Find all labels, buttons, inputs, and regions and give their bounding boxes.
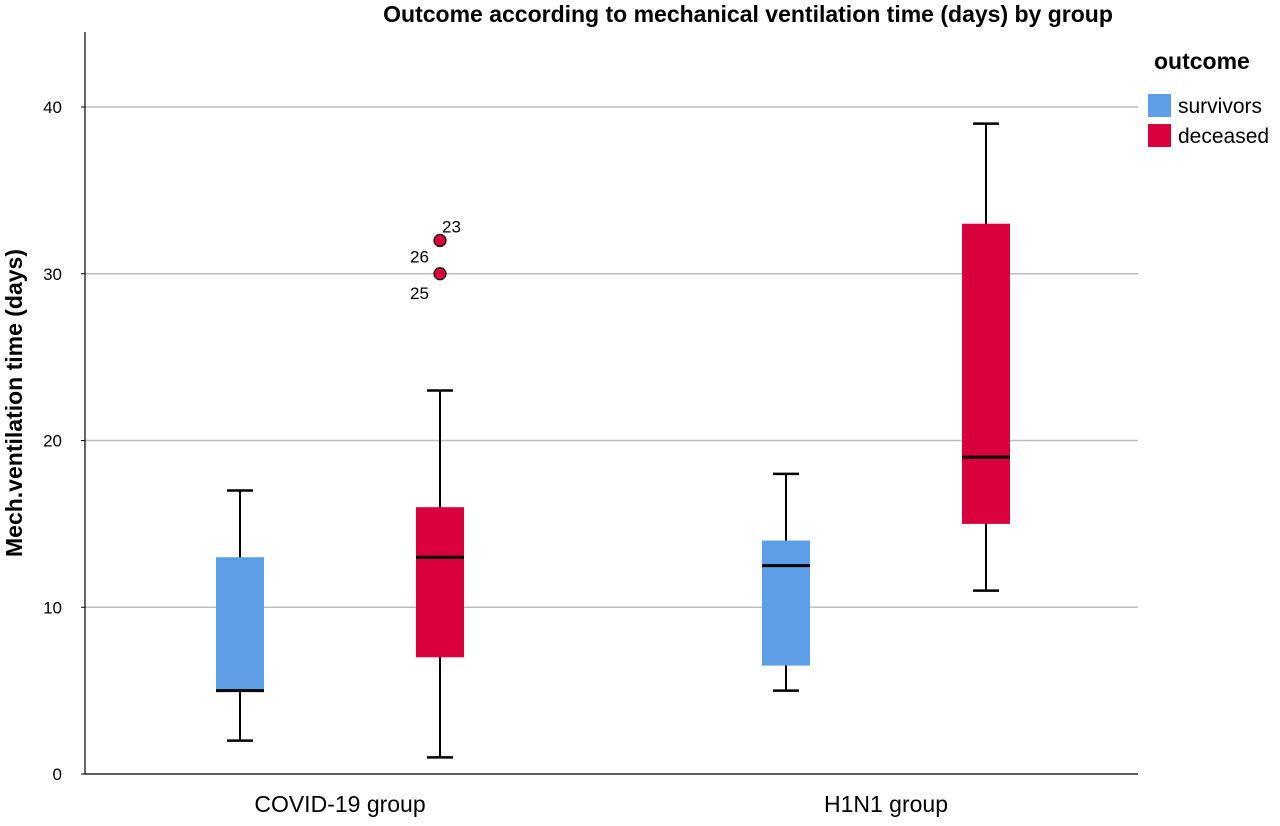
y-tick-label: 10 xyxy=(43,598,62,617)
outlier-point xyxy=(433,233,447,247)
box-survivors-0 xyxy=(216,489,264,742)
legend-label-deceased: deceased xyxy=(1178,125,1269,148)
box-iqr xyxy=(762,540,810,666)
boxes: 23 26 25 xyxy=(216,122,1010,759)
outlier-label: 25 xyxy=(410,284,429,303)
x-tick-label: H1N1 group xyxy=(824,791,948,817)
legend-swatch-deceased xyxy=(1148,124,1171,147)
y-tick-label: 0 xyxy=(53,765,62,784)
legend-swatch-survivors xyxy=(1148,94,1171,117)
y-tick-label: 40 xyxy=(43,98,62,117)
box-survivors-1 xyxy=(762,472,810,692)
outlier-label: 23 xyxy=(442,217,461,236)
outlier-label: 26 xyxy=(410,247,429,266)
legend-title: outcome xyxy=(1154,48,1250,74)
box-deceased-1 xyxy=(962,122,1010,592)
box-deceased-0: 23 26 25 xyxy=(410,217,464,759)
y-tick-label: 30 xyxy=(43,265,62,284)
chart-title: Outcome according to mechanical ventilat… xyxy=(383,1,1113,27)
x-tick-label: COVID-19 group xyxy=(254,791,425,817)
box-iqr xyxy=(216,557,264,691)
legend-label-survivors: survivors xyxy=(1178,95,1262,118)
box-iqr xyxy=(962,223,1010,524)
y-tick-label: 20 xyxy=(43,432,62,451)
axes: 0 10 20 30 40 COVID-19 group H1N1 group xyxy=(43,32,1138,817)
box-iqr xyxy=(416,507,464,658)
y-axis-label: Mech.ventilation time (days) xyxy=(1,249,27,557)
outlier-point xyxy=(433,267,447,281)
legend: outcome survivors deceased xyxy=(1148,48,1269,148)
